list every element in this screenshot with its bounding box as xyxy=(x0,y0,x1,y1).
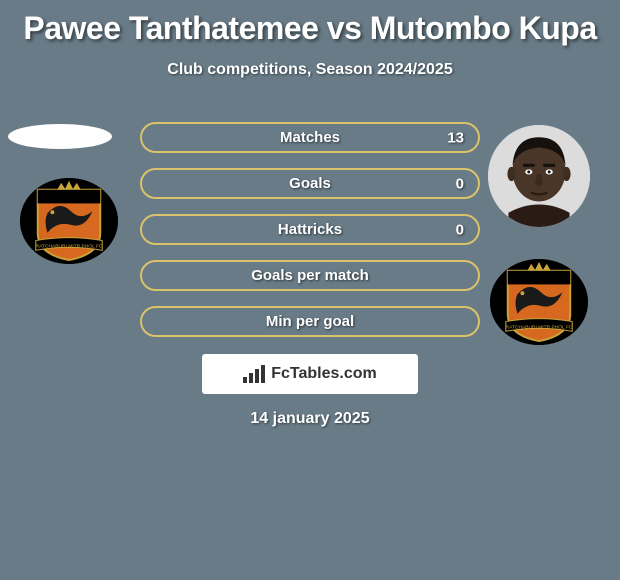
stat-row-min-per-goal: Min per goal xyxy=(140,306,480,337)
avatar-player-right xyxy=(488,125,590,227)
avatar-player-left xyxy=(8,124,112,149)
club-crest-right: RATCHABURI MITR PHOL FC xyxy=(490,259,588,345)
stat-row-goals: Goals 0 xyxy=(140,168,480,199)
page-subtitle: Club competitions, Season 2024/2025 xyxy=(0,61,620,79)
stat-label: Goals xyxy=(289,175,331,192)
date-text: 14 january 2025 xyxy=(0,410,620,428)
branding-text: FcTables.com xyxy=(271,365,377,383)
club-crest-left: RATCHABURI MITR PHOL FC xyxy=(20,178,118,264)
stat-label: Min per goal xyxy=(266,313,354,330)
branding-box: FcTables.com xyxy=(202,354,418,394)
page-title: Pawee Tanthatemee vs Mutombo Kupa xyxy=(0,0,620,47)
stat-value-right: 0 xyxy=(456,221,464,238)
stat-row-matches: Matches 13 xyxy=(140,122,480,153)
stat-row-goals-per-match: Goals per match xyxy=(140,260,480,291)
stat-label: Goals per match xyxy=(251,267,369,284)
bar-chart-icon xyxy=(243,365,265,383)
stat-label: Matches xyxy=(280,129,340,146)
stat-value-right: 0 xyxy=(456,175,464,192)
svg-text:RATCHABURI MITR PHOL FC: RATCHABURI MITR PHOL FC xyxy=(506,324,573,330)
stat-value-right: 13 xyxy=(447,129,464,146)
crest-text: RATCHABURI MITR PHOL FC xyxy=(36,243,103,249)
stats-panel: Matches 13 Goals 0 Hattricks 0 Goals per… xyxy=(140,122,480,352)
stat-label: Hattricks xyxy=(278,221,342,238)
stat-row-hattricks: Hattricks 0 xyxy=(140,214,480,245)
